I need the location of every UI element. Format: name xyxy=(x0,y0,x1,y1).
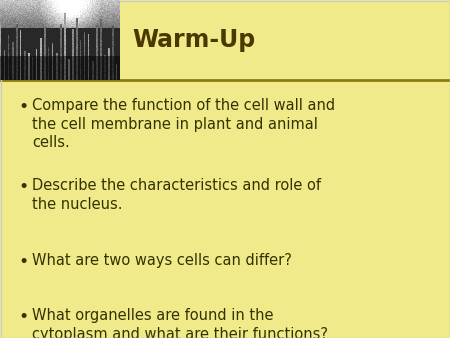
Text: What organelles are found in the
cytoplasm and what are their functions?: What organelles are found in the cytopla… xyxy=(32,308,328,338)
Text: •: • xyxy=(18,98,28,116)
Text: •: • xyxy=(18,253,28,271)
Text: •: • xyxy=(18,308,28,326)
Text: •: • xyxy=(18,178,28,196)
Text: Describe the characteristics and role of
the nucleus.: Describe the characteristics and role of… xyxy=(32,178,321,212)
Text: What are two ways cells can differ?: What are two ways cells can differ? xyxy=(32,253,292,268)
Bar xyxy=(0,0,450,80)
Text: Compare the function of the cell wall and
the cell membrane in plant and animal
: Compare the function of the cell wall an… xyxy=(32,98,335,150)
Text: Warm-Up: Warm-Up xyxy=(132,28,255,52)
